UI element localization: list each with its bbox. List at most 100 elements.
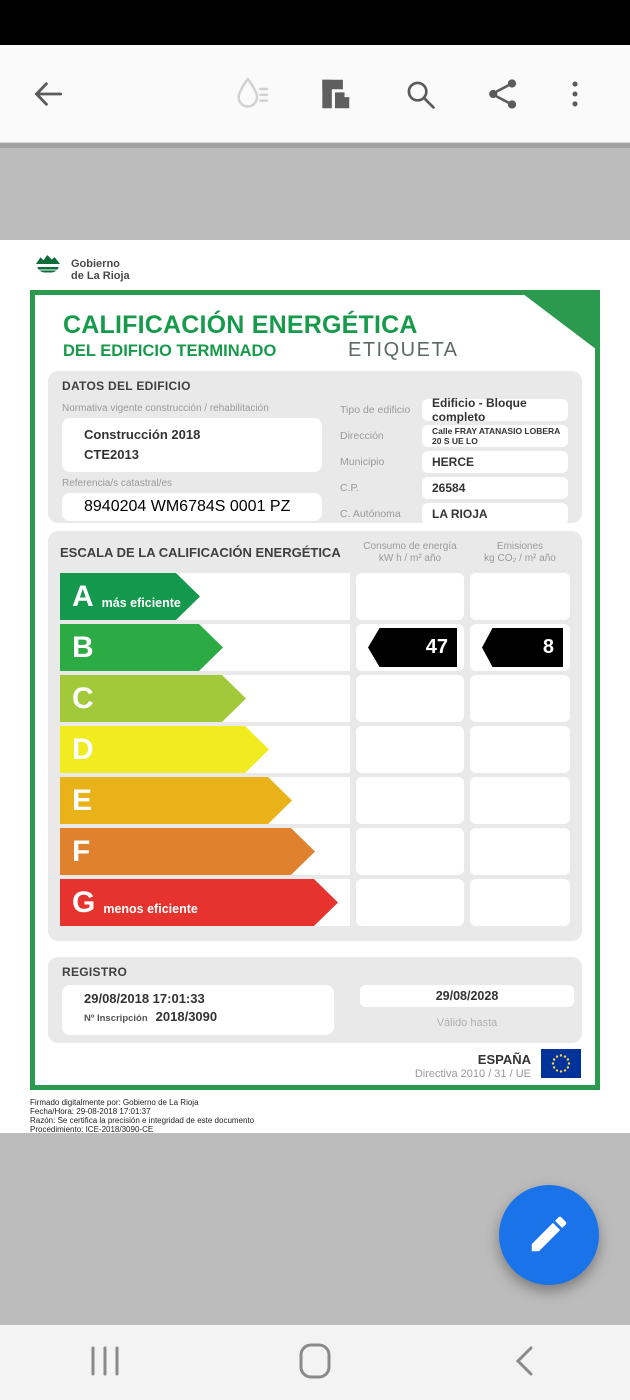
- page-layout-icon: [316, 75, 354, 116]
- back-button[interactable]: [26, 73, 70, 117]
- registro-box: 29/08/2018 17:01:33 Nº Inscripción 2018/3…: [62, 985, 334, 1035]
- certificate-title: CALIFICACIÓN ENERGÉTICA: [63, 311, 418, 339]
- home-icon: [297, 1342, 333, 1383]
- escala-header: ESCALA DE LA CALIFICACIÓN ENERGÉTICA: [60, 545, 341, 560]
- annotations-button[interactable]: [230, 73, 274, 117]
- consumo-cell: [356, 573, 464, 620]
- field-label: C.P.: [340, 482, 360, 494]
- signature-line: Firmado digitalmente por: Gobierno de La…: [30, 1098, 199, 1107]
- normativa-value-box: Construcción 2018 CTE2013: [62, 418, 322, 472]
- status-bar: [0, 0, 630, 45]
- green-corner-fold: [524, 295, 595, 349]
- emisiones-cell: [470, 726, 570, 773]
- digital-signature-block: Firmado digitalmente por: Gobierno de La…: [30, 1098, 254, 1134]
- building-data-panel: DATOS DEL EDIFICIO Normativa vigente con…: [48, 371, 582, 525]
- scale-row-f: F: [60, 828, 570, 875]
- logo-line2: de La Rioja: [71, 269, 130, 282]
- rating-arrow-e: E: [60, 777, 292, 824]
- country-label: ESPAÑA: [477, 1052, 531, 1067]
- field-row-direccion: Dirección Calle FRAY ATANASIO LOBERA 20 …: [340, 425, 568, 447]
- emisiones-cell: [470, 828, 570, 875]
- field-row-tipo: Tipo de edificio Edificio - Bloque compl…: [340, 396, 568, 424]
- logo-line1: Gobierno: [71, 257, 120, 270]
- eu-flag-icon: [541, 1049, 581, 1083]
- field-value: 26584: [422, 477, 568, 499]
- consumo-cell: [356, 879, 464, 926]
- rating-arrow-c: C: [60, 675, 246, 722]
- valid-until-label: Válido hasta: [436, 1017, 498, 1029]
- consumo-value-arrow: 47: [368, 628, 457, 667]
- field-value: Calle FRAY ATANASIO LOBERA 20 S UE LO: [422, 425, 568, 447]
- registro-header: REGISTRO: [62, 965, 128, 979]
- signature-line: Razón: Se certifica la precisión e integ…: [30, 1116, 255, 1125]
- rating-arrow-b: B: [60, 624, 223, 671]
- three-dot-menu-icon: [558, 77, 592, 114]
- signature-line: Procedimiento: ICE-2018/3090-CE: [30, 1125, 154, 1134]
- registro-datetime: 29/08/2018 17:01:33: [84, 991, 205, 1006]
- back-nav-button[interactable]: [420, 1343, 630, 1382]
- scale-row-c: C: [60, 675, 570, 722]
- page-view-button[interactable]: [313, 73, 357, 117]
- document-page: Gobierno de La Rioja CALIFICACIÓN ENERGÉ…: [0, 240, 630, 1134]
- recents-button[interactable]: [0, 1344, 210, 1381]
- inscription-label: Nº Inscripción: [84, 1013, 148, 1024]
- ink-drop-icon: [232, 74, 272, 117]
- certificate-title-block: CALIFICACIÓN ENERGÉTICA DEL EDIFICIO TER…: [63, 311, 418, 361]
- field-label: Dirección: [340, 430, 384, 442]
- certificate-footer: ESPAÑA Directiva 2010 / 31 / UE: [415, 1049, 581, 1083]
- consumo-cell: [356, 828, 464, 875]
- edit-fab[interactable]: [499, 1185, 599, 1285]
- emisiones-cell: [470, 675, 570, 722]
- referencia-label: Referencia/s catastral/es: [62, 478, 173, 489]
- search-icon: [401, 75, 439, 116]
- signature-line: Fecha/Hora: 29-08-2018 17:01:37: [30, 1107, 151, 1116]
- energy-certificate: CALIFICACIÓN ENERGÉTICA DEL EDIFICIO TER…: [30, 290, 600, 1090]
- consumo-cell: [356, 675, 464, 722]
- etiqueta-label: ETIQUETA: [348, 339, 459, 361]
- recents-icon: [85, 1344, 125, 1381]
- back-arrow-icon: [29, 75, 67, 116]
- consumo-cell: [356, 777, 464, 824]
- pencil-icon: [526, 1211, 572, 1260]
- scale-row-d: D: [60, 726, 570, 773]
- share-icon: [485, 76, 521, 115]
- field-row-cp: C.P. 26584: [340, 477, 568, 499]
- field-row-municipio: Municipio HERCE: [340, 451, 568, 473]
- emisiones-cell: [470, 777, 570, 824]
- field-label: C. Autónoma: [340, 508, 401, 520]
- field-row-autonoma: C. Autónoma LA RIOJA: [340, 503, 568, 525]
- referencia-value: 8940204 WM6784S 0001 PZ: [84, 498, 291, 515]
- consumo-column-header: Consumo de energía kW h / m² año: [363, 541, 457, 564]
- registry-panel: REGISTRO 29/08/2018 17:01:33 Nº Inscripc…: [48, 957, 582, 1043]
- consumo-cell: [356, 726, 464, 773]
- referencia-value-box: 8940204 WM6784S 0001 PZ: [62, 493, 322, 521]
- pdf-viewer-canvas[interactable]: Gobierno de La Rioja CALIFICACIÓN ENERGÉ…: [0, 143, 630, 1325]
- field-label: Municipio: [340, 456, 385, 468]
- field-value: LA RIOJA: [422, 503, 568, 525]
- emisiones-value-arrow: 8: [482, 628, 563, 667]
- energy-scale-panel: ESCALA DE LA CALIFICACIÓN ENERGÉTICA Con…: [48, 531, 582, 941]
- field-value: HERCE: [422, 451, 568, 473]
- share-button[interactable]: [481, 73, 525, 117]
- inscription-value: 2018/3090: [155, 1009, 218, 1024]
- pdf-viewer-toolbar: [0, 45, 630, 143]
- normativa-label: Normativa vigente construcción / rehabil…: [62, 403, 269, 414]
- normativa-value-1: Construcción 2018: [84, 427, 201, 442]
- back-chevron-icon: [510, 1343, 540, 1382]
- android-navbar: [0, 1325, 630, 1400]
- emisiones-column-header: Emisiones kg CO₂ / m² año: [484, 541, 556, 564]
- scale-row-e: E: [60, 777, 570, 824]
- rating-arrow-d: D: [60, 726, 269, 773]
- overflow-menu-button[interactable]: [553, 73, 597, 117]
- search-button[interactable]: [398, 73, 442, 117]
- home-button[interactable]: [210, 1342, 420, 1383]
- consumo-cell: 47: [356, 624, 464, 671]
- valid-until-value: 29/08/2028: [360, 985, 574, 1007]
- field-label: Tipo de edificio: [340, 404, 411, 416]
- normativa-value-2: CTE2013: [84, 447, 139, 462]
